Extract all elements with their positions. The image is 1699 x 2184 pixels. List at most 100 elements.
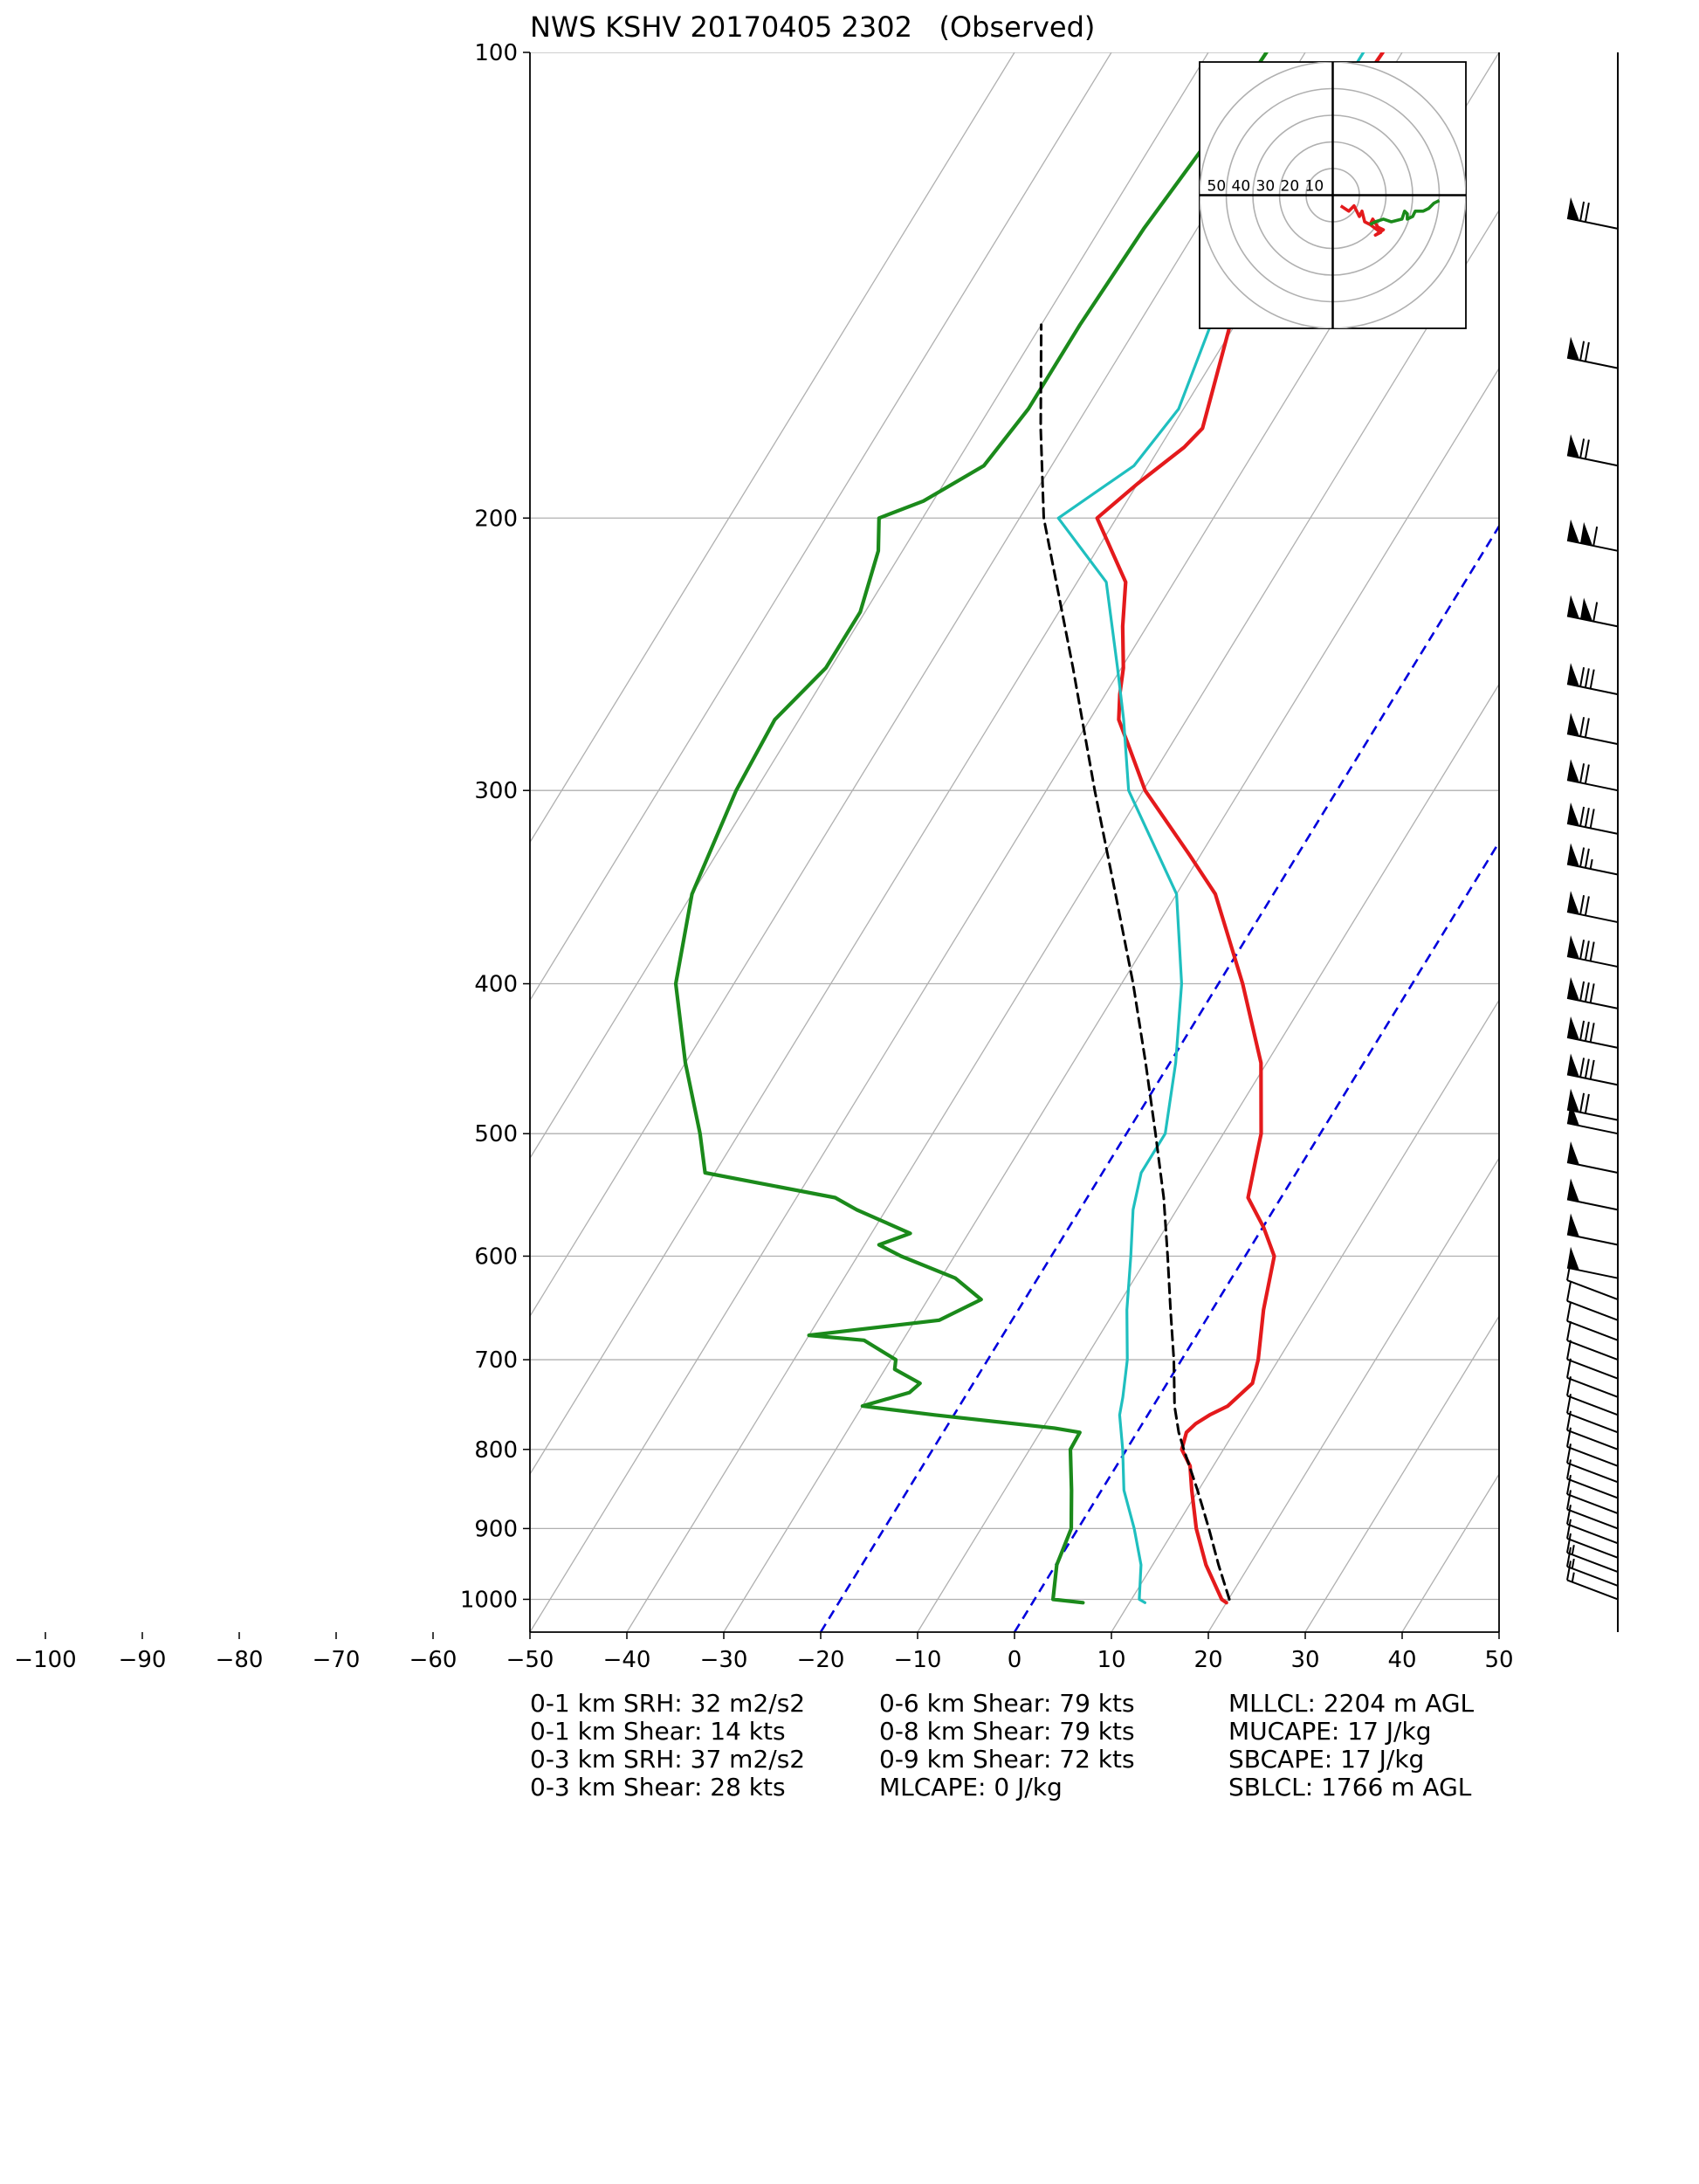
wind-barb <box>1566 1016 1619 1049</box>
barb-shaft <box>1566 1478 1619 1499</box>
stat-shear-0-9km: 0-9 km Shear: 72 kts <box>879 1745 1135 1774</box>
isotherm--90 <box>530 52 1112 1002</box>
barb-shaft <box>1566 1198 1619 1211</box>
barb-full <box>1584 439 1590 459</box>
temperature-profile <box>1095 52 1385 1605</box>
isotherm--30 <box>723 367 1499 1632</box>
barb-shaft <box>1566 1412 1619 1434</box>
barb-full <box>1566 1301 1572 1321</box>
barb-full <box>1579 895 1586 915</box>
barb-shaft <box>1566 911 1619 924</box>
barb-shaft <box>1566 1108 1619 1121</box>
barb-flag <box>1567 891 1579 914</box>
barb-full <box>1584 848 1590 868</box>
isotherm-30 <box>1304 1314 1499 1632</box>
barb-shaft <box>1566 779 1619 792</box>
barb-flag <box>1567 802 1579 826</box>
barb-shaft <box>1566 454 1619 467</box>
wind-barb <box>1566 1301 1619 1341</box>
wind-barb <box>1566 1320 1619 1361</box>
barb-full <box>1579 438 1586 458</box>
barb-full <box>1566 1281 1572 1301</box>
wind-barb <box>1566 1394 1619 1434</box>
y-tick-label-600: 600 <box>474 1244 518 1270</box>
wind-barb <box>1566 196 1619 230</box>
barb-shaft <box>1566 1266 1619 1279</box>
hodograph-ring-label: 30 <box>1256 178 1276 196</box>
barb-shaft <box>1566 217 1619 230</box>
barb-full <box>1566 1358 1572 1378</box>
hodograph-trace-1 <box>1369 198 1441 226</box>
barb-full <box>1579 847 1586 867</box>
barb-full <box>1584 896 1590 916</box>
stat-mucape: MUCAPE: 17 J/kg <box>1228 1717 1432 1746</box>
stat-shear-0-8km: 0-8 km Shear: 79 kts <box>879 1717 1135 1746</box>
barb-flag <box>1567 713 1579 737</box>
wind-barb <box>1566 1358 1619 1398</box>
barb-flag <box>1567 1246 1579 1271</box>
plot-area <box>530 52 1499 1632</box>
wind-barb <box>1566 1474 1619 1515</box>
barb-half <box>1571 1545 1575 1555</box>
barb-flag <box>1567 1088 1579 1113</box>
barb-flag <box>1567 196 1579 221</box>
barb-full <box>1584 764 1590 784</box>
y-tick-label-200: 200 <box>474 506 518 532</box>
barb-shaft <box>1566 1537 1619 1559</box>
wind-barb <box>1566 1053 1619 1086</box>
y-tick-label-300: 300 <box>474 778 518 804</box>
barb-shaft <box>1566 863 1619 876</box>
y-tick-label-100: 100 <box>474 40 518 66</box>
barb-shaft <box>1566 1036 1619 1049</box>
barb-shaft <box>1566 1523 1619 1545</box>
barb-shaft <box>1566 996 1619 1009</box>
wind-barb <box>1566 713 1619 746</box>
barb-full <box>1589 941 1595 961</box>
barb-flag <box>1567 843 1579 867</box>
barb-full <box>1579 201 1586 222</box>
wind-barb <box>1566 1547 1619 1587</box>
barb-full <box>1579 1058 1586 1078</box>
y-tick-label-1000: 1000 <box>460 1587 518 1613</box>
x-tick-label-0: 0 <box>1008 1647 1022 1673</box>
barb-full <box>1589 1059 1595 1080</box>
barb-shaft <box>1566 1299 1619 1321</box>
barb-flag <box>1567 976 1579 1001</box>
isotherm-10 <box>1111 999 1499 1632</box>
barb-shaft <box>1566 1429 1619 1450</box>
stat-mlcape: MLCAPE: 0 J/kg <box>879 1773 1063 1802</box>
barb-shaft <box>1566 1358 1619 1380</box>
hodograph-ring-label: 50 <box>1207 178 1227 196</box>
stat-sbcape: SBCAPE: 17 J/kg <box>1228 1745 1425 1774</box>
barb-full <box>1584 940 1590 961</box>
isotherm--100 <box>530 52 1015 844</box>
x-tick-label--10: −10 <box>894 1647 942 1673</box>
y-tick-label-900: 900 <box>474 1516 518 1542</box>
wind-barb <box>1566 1178 1619 1211</box>
isotherm--70 <box>530 52 1306 1318</box>
wind-barb <box>1566 1281 1619 1321</box>
stat-srh-0-1km: 0-1 km SRH: 32 m2/s2 <box>530 1689 806 1718</box>
barb-shaft <box>1566 1493 1619 1515</box>
barb-shaft <box>1566 1279 1619 1301</box>
wind-barb <box>1566 1533 1619 1573</box>
stat-srh-0-3km: 0-3 km SRH: 37 m2/s2 <box>530 1745 806 1774</box>
x-tick-label-30: 30 <box>1290 1647 1319 1673</box>
barb-half <box>1589 858 1593 870</box>
barb-flag <box>1567 519 1579 543</box>
barb-half <box>1571 1572 1575 1582</box>
wind-barb <box>1566 976 1619 1009</box>
y-tick-label-400: 400 <box>474 972 518 998</box>
x-tick-label--80: −80 <box>216 1647 264 1673</box>
barb-full <box>1566 1490 1572 1510</box>
barb-full <box>1584 718 1590 738</box>
wind-barb <box>1566 891 1619 924</box>
wind-barbs <box>1566 196 1619 1601</box>
barb-full <box>1579 981 1586 1002</box>
wind-barb <box>1566 434 1619 467</box>
wind-barb <box>1566 663 1619 696</box>
barb-full <box>1566 1547 1572 1567</box>
hodograph-ring-label: 20 <box>1281 178 1300 196</box>
barb-shaft <box>1566 733 1619 746</box>
